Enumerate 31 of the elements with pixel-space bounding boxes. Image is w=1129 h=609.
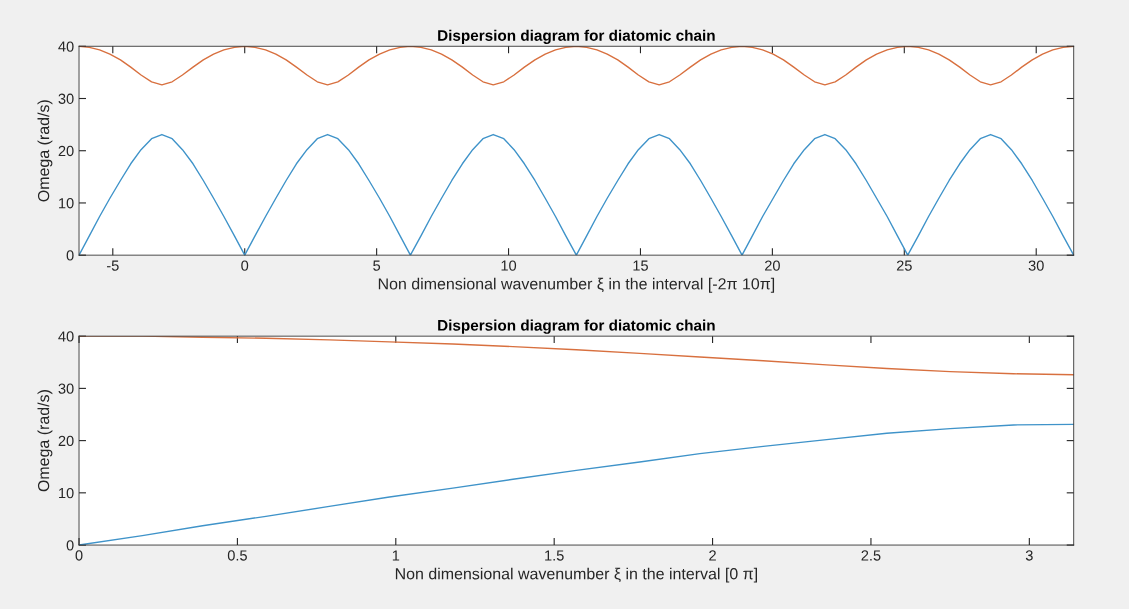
chart-title: Dispersion diagram for diatomic chain: [438, 29, 715, 44]
y-tick-label: 10: [59, 198, 74, 209]
x-tick-label: 0.5: [227, 550, 247, 561]
x-tick-label: 1.5: [545, 550, 564, 561]
x-tick-label: 2: [709, 550, 716, 561]
x-axis-title: Non dimensional wavenumber ξ in the interval [0 π]: [395, 567, 757, 583]
y-tick-label: 20: [58, 435, 74, 447]
y-tick-label: 10: [59, 487, 74, 499]
x-tick-label: 0: [75, 550, 83, 561]
x-tick-label: 1: [392, 550, 400, 561]
y-axis-title: Omega (rad/s): [37, 100, 53, 202]
x-tick-label: 25: [896, 260, 912, 271]
y-tick-label: 40: [58, 41, 74, 52]
chart-title: Dispersion diagram for diatomic chain: [438, 319, 715, 334]
y-tick-label: 20: [58, 145, 74, 157]
x-tick-label: 3: [1025, 550, 1033, 561]
y-tick-label: 30: [58, 383, 74, 394]
x-axis-title: Non dimensional wavenumber ξ in the interval [-2π 10π]: [378, 277, 775, 293]
y-axis-title: Omega (rad/s): [37, 390, 53, 492]
x-tick-label: 10: [501, 260, 517, 271]
x-tick-label: 0: [241, 260, 249, 271]
y-tick-label: 30: [58, 93, 74, 104]
x-tick-label: 5: [373, 260, 381, 271]
y-tick-label: 0: [66, 540, 74, 551]
y-tick-label: 40: [58, 331, 74, 342]
x-tick-label: 20: [765, 260, 780, 271]
y-tick-label: 0: [66, 250, 74, 261]
x-tick-label: 2.5: [861, 550, 881, 561]
x-tick-label: -5: [106, 260, 119, 271]
x-tick-label: 30: [1028, 260, 1044, 271]
x-tick-label: 15: [633, 260, 648, 271]
